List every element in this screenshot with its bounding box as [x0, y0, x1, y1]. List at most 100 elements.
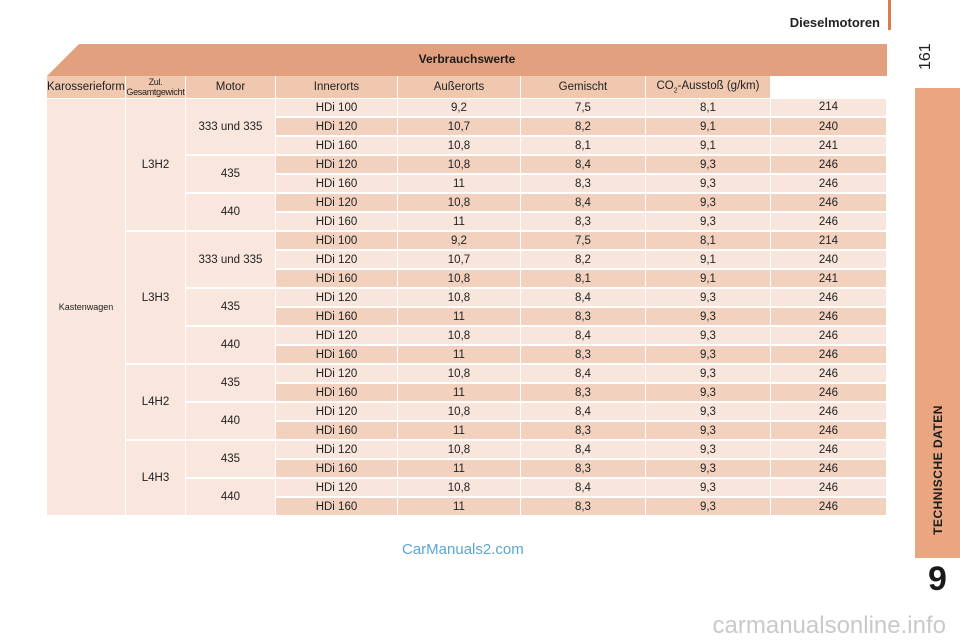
table-row: 435 HDi 120 10,8 8,4 9,3 246 — [47, 288, 888, 327]
innerorts-cell: 11 — [397, 174, 521, 194]
table-title-band — [47, 44, 887, 76]
gemischt-cell: 9,1 — [645, 250, 771, 270]
table-row: HDi 160 10,8 8,1 9,1 241 — [47, 269, 888, 289]
ausserorts-cell: 8,3 — [520, 459, 646, 479]
header-co2-prefix: CO — [656, 79, 674, 92]
page-number: 161 — [917, 43, 934, 70]
motor-cell: HDi 120 — [275, 193, 398, 213]
table-header-row: Karosserieform Zul. Gesamtgewicht Motor … — [47, 76, 887, 99]
co2-cell: 246 — [770, 288, 888, 308]
co2-cell: 246 — [770, 345, 888, 365]
innerorts-cell: 10,8 — [397, 440, 521, 460]
innerorts-cell: 10,8 — [397, 136, 521, 156]
innerorts-cell: 11 — [397, 383, 521, 403]
gemischt-cell: 9,3 — [645, 497, 771, 517]
ausserorts-cell: 8,3 — [520, 307, 646, 327]
ausserorts-cell: 8,3 — [520, 345, 646, 365]
ausserorts-cell: 8,4 — [520, 364, 646, 384]
table-row: 440 HDi 120 10,8 8,4 9,3 246 — [47, 193, 888, 232]
gemischt-cell: 9,3 — [645, 288, 771, 308]
innerorts-cell: 9,2 — [397, 231, 521, 251]
header-co2: CO2-Ausstoß (g/km) — [645, 76, 771, 99]
weight-cell: 440 — [185, 478, 276, 517]
gemischt-cell: 8,1 — [645, 231, 771, 251]
motor-cell: HDi 160 — [275, 345, 398, 365]
gemischt-cell: 8,1 — [645, 98, 771, 118]
motor-cell: HDi 120 — [275, 440, 398, 460]
innerorts-cell: 11 — [397, 345, 521, 365]
motor-cell: HDi 120 — [275, 250, 398, 270]
weight-cell: 440 — [185, 326, 276, 365]
table-row: HDi 120 10,7 8,2 9,1 240 — [47, 250, 888, 270]
motor-cell: HDi 120 — [275, 478, 398, 498]
chapter-side-tab — [915, 88, 960, 608]
weight-cell: 435 — [185, 155, 276, 194]
gemischt-cell: 9,3 — [645, 421, 771, 441]
innerorts-cell: 10,8 — [397, 155, 521, 175]
innerorts-cell: 10,8 — [397, 364, 521, 384]
co2-cell: 241 — [770, 269, 888, 289]
gemischt-cell: 9,3 — [645, 212, 771, 232]
co2-cell: 214 — [770, 98, 888, 118]
motor-cell: HDi 160 — [275, 136, 398, 156]
table-row: HDi 160 11 8,3 9,3 246 — [47, 383, 888, 403]
motor-cell: HDi 160 — [275, 269, 398, 289]
watermark-carmanualsonline: carmanualsonline.info — [712, 612, 946, 639]
ausserorts-cell: 7,5 — [520, 98, 646, 118]
ausserorts-cell: 8,3 — [520, 383, 646, 403]
innerorts-cell: 10,7 — [397, 250, 521, 270]
table-row: HDi 160 11 8,3 9,3 246 — [47, 174, 888, 194]
table-title: Verbrauchswerte — [418, 52, 516, 66]
ausserorts-cell: 8,4 — [520, 478, 646, 498]
innerorts-cell: 10,8 — [397, 193, 521, 213]
table-body: Kastenwagen L3H2 333 und 335 HDi 100 9,2 7,5 8… — [47, 98, 888, 517]
header-innerorts: Innerorts — [275, 76, 398, 99]
table-row: L3H3 333 und 335 HDi 100 9,2 7,5 8,1 214 — [47, 231, 888, 365]
innerorts-cell: 9,2 — [397, 98, 521, 118]
weight-cell: 435 — [185, 364, 276, 403]
weight-cell: 435 — [185, 288, 276, 327]
motor-cell: HDi 160 — [275, 459, 398, 479]
chapter-number-box — [915, 558, 960, 608]
gemischt-cell: 9,3 — [645, 155, 771, 175]
header-gemischt: Gemischt — [520, 76, 646, 99]
motor-cell: HDi 120 — [275, 326, 398, 346]
table-row: 440 HDi 120 10,8 8,4 9,3 246 — [47, 402, 888, 441]
variant-cell: L3H3 — [125, 231, 186, 365]
co2-cell: 246 — [770, 174, 888, 194]
innerorts-cell: 10,8 — [397, 478, 521, 498]
table-row: L4H2 435 HDi 120 10,8 8,4 9,3 246 — [47, 364, 888, 441]
ausserorts-cell: 8,4 — [520, 193, 646, 213]
gemischt-cell: 9,3 — [645, 440, 771, 460]
co2-cell: 246 — [770, 307, 888, 327]
co2-cell: 246 — [770, 212, 888, 232]
table-row: 440 HDi 120 10,8 8,4 9,3 246 — [47, 326, 888, 365]
gemischt-cell: 9,1 — [645, 269, 771, 289]
watermark-carmanuals2: CarManuals2.com — [402, 541, 524, 558]
motor-cell: HDi 120 — [275, 402, 398, 422]
co2-cell: 214 — [770, 231, 888, 251]
ausserorts-cell: 8,1 — [520, 269, 646, 289]
gemischt-cell: 9,3 — [645, 402, 771, 422]
ausserorts-cell: 8,4 — [520, 402, 646, 422]
table-row: 435 HDi 120 10,8 8,4 9,3 246 — [47, 155, 888, 194]
motor-cell: HDi 100 — [275, 98, 398, 118]
co2-cell: 241 — [770, 136, 888, 156]
table-row: HDi 160 11 8,3 9,3 246 — [47, 497, 888, 517]
motor-cell: HDi 160 — [275, 497, 398, 517]
table-row: HDi 160 11 8,3 9,3 246 — [47, 345, 888, 365]
co2-cell: 240 — [770, 250, 888, 270]
innerorts-cell: 10,8 — [397, 269, 521, 289]
gemischt-cell: 9,3 — [645, 345, 771, 365]
co2-cell: 246 — [770, 364, 888, 384]
innerorts-cell: 11 — [397, 497, 521, 517]
header-co2-subscript: 2 — [673, 87, 678, 95]
header-co2-suffix: -Ausstoß (g/km) — [677, 79, 760, 92]
co2-cell: 246 — [770, 402, 888, 422]
motor-cell: HDi 120 — [275, 288, 398, 308]
co2-cell: 240 — [770, 117, 888, 137]
gemischt-cell: 9,1 — [645, 136, 771, 156]
co2-cell: 246 — [770, 193, 888, 213]
weight-cell: 435 — [185, 440, 276, 479]
ausserorts-cell: 8,2 — [520, 117, 646, 137]
